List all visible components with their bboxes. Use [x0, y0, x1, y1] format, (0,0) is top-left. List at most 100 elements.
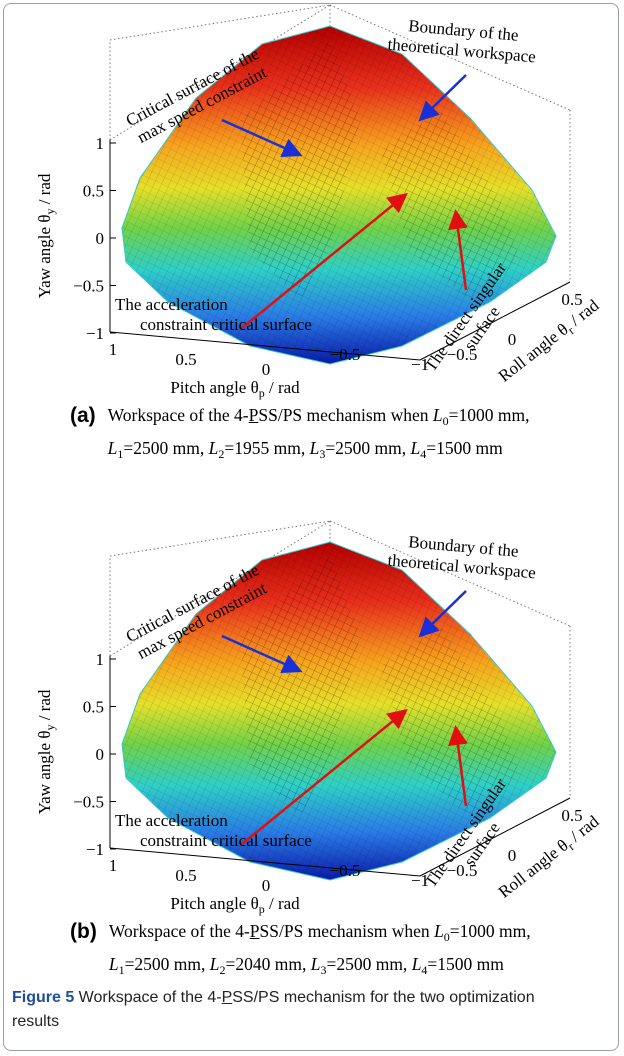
caption-segment: L — [209, 954, 220, 974]
pitch-axis-label: Pitch angle θp / rad — [170, 894, 300, 916]
caption-segment: 2 — [218, 447, 225, 461]
roll-axis-label-part: r — [565, 840, 577, 853]
box-edge — [109, 4, 331, 141]
pitch-tick-label: 0.5 — [175, 866, 196, 885]
caption-segment: L — [434, 921, 444, 941]
box-edge — [109, 520, 331, 557]
pitch-axis-label-part: Pitch angle θ — [170, 894, 258, 913]
caption-segment: P — [249, 921, 260, 941]
pitch-axis-label-part: / rad — [265, 894, 300, 913]
caption-segment: P — [248, 405, 259, 425]
roll-tick-label: 0.5 — [561, 290, 582, 309]
caption-segment: 1 — [118, 963, 125, 977]
yaw-tick-label: −0.5 — [73, 793, 104, 812]
caption-segment: Workspace of the 4- — [108, 921, 250, 941]
arrow — [221, 634, 303, 674]
annotation: constraint critical surface — [140, 315, 312, 334]
roll-tick-label: 0 — [508, 846, 517, 865]
caption-segment: =1955 mm, — [224, 438, 310, 458]
caption-segment: 0 — [442, 414, 449, 428]
pitch-axis-label-part: p — [259, 902, 265, 916]
caption-segment: L — [411, 954, 422, 974]
roll-tick-label: 0 — [508, 330, 517, 349]
yaw-tick-label: 1 — [96, 650, 105, 669]
roll-axis — [419, 797, 571, 877]
yaw-axis-label-part: / rad — [35, 689, 54, 724]
caption-segment: SS/PS mechanism when — [258, 405, 433, 425]
caption-segment: =1500 mm — [427, 954, 504, 974]
caption-segment: L — [432, 405, 443, 425]
yaw-axis-label: Yaw angle θy / rad — [35, 173, 57, 298]
arrow — [241, 708, 408, 845]
caption-segment: 4 — [421, 963, 428, 977]
critical-surface — [240, 40, 360, 300]
caption-segment: =1000 mm, — [449, 921, 531, 941]
caption-segment: 0 — [443, 930, 450, 944]
arrow — [448, 209, 468, 291]
yaw-axis-label-part: Yaw angle θ — [35, 731, 54, 815]
yaw-axis-label-part: y — [43, 725, 57, 731]
yaw-axis-label-part: y — [43, 209, 57, 215]
caption-segment: L — [309, 438, 320, 458]
arrow — [221, 118, 303, 158]
pitch-tick-label: −0.5 — [330, 345, 361, 364]
annotation: The acceleration — [115, 811, 228, 830]
singular-surface — [380, 110, 520, 300]
yaw-tick-label: 0.5 — [83, 698, 104, 717]
singular-surface — [380, 626, 520, 816]
yaw-tick-label: 0 — [96, 745, 105, 764]
roll-axis-label-part: Roll angle θ — [495, 320, 572, 386]
arrow — [241, 192, 408, 329]
yaw-tick-label: −1 — [86, 324, 104, 343]
yaw-axis-label: Yaw angle θy / rad — [35, 689, 57, 814]
panel-caption: (b) Workspace of the 4-PSS/PS mechanism w… — [70, 918, 615, 984]
caption-segment: =1500 mm — [426, 438, 503, 458]
pitch-tick-label: −1 — [411, 355, 429, 374]
box-edge — [109, 520, 331, 657]
pitch-tick-label: −1 — [411, 871, 429, 890]
caption-segment: =2500 mm, — [123, 438, 209, 458]
roll-axis — [419, 281, 571, 361]
yaw-tick-label: 0.5 — [83, 182, 104, 201]
roll-axis-label-part: r — [565, 324, 577, 337]
pitch-axis — [109, 847, 421, 877]
figure-caption: Figure 5 Workspace of the 4-PSS/PS mecha… — [12, 986, 552, 1034]
panel-label: (a) — [70, 404, 96, 427]
caption-segment: 3 — [319, 447, 326, 461]
panel: 1 0.5 0 −0.5 −1 1 0.5 0 −0.5 −1 0.5 0 −0.5 Yaw angle … — [35, 520, 603, 916]
panel-caption: (a) Workspace of the 4-PSS/PS mechanism w… — [70, 402, 615, 468]
arrow — [418, 74, 467, 122]
roll-tick-label: −0.5 — [447, 345, 478, 364]
caption-segment: Figure 5 — [12, 989, 75, 1006]
caption-segment: 1 — [117, 447, 124, 461]
caption-segment: =2500 mm, — [124, 954, 210, 974]
yaw-tick-label: 1 — [96, 134, 105, 153]
panel-caption-text: Workspace of the 4-PSS/PS mechanism when… — [108, 402, 588, 468]
yaw-tick-label: 0 — [96, 229, 105, 248]
yaw-tick-label: −0.5 — [73, 277, 104, 296]
pitch-axis-label-part: p — [259, 386, 265, 400]
caption-segment: L — [208, 438, 219, 458]
pitch-tick-label: 0.5 — [175, 350, 196, 369]
pitch-axis-label-part: / rad — [265, 378, 300, 397]
roll-tick-label: −0.5 — [447, 861, 478, 880]
caption-segment: 2 — [219, 963, 226, 977]
pitch-tick-label: 0 — [262, 360, 271, 379]
roll-tick-label: 0.5 — [561, 806, 582, 825]
caption-segment: Workspace of the 4- — [74, 989, 222, 1006]
caption-segment: =1000 mm, — [448, 405, 530, 425]
annotation: constraint critical surface — [140, 831, 312, 850]
roll-axis-label-part: Roll angle θ — [495, 836, 572, 902]
figure-frame — [3, 3, 619, 1051]
caption-segment: 4 — [420, 447, 427, 461]
caption-segment: SS/PS mechanism when — [259, 921, 435, 941]
pitch-tick-label: 1 — [109, 340, 118, 359]
critical-surface — [240, 556, 360, 816]
yaw-axis-label-part: Yaw angle θ — [35, 215, 54, 299]
pitch-axis-label: Pitch angle θp / rad — [170, 378, 300, 400]
pitch-tick-label: −0.5 — [330, 861, 361, 880]
caption-segment: L — [108, 954, 119, 974]
caption-segment: Workspace of the 4- — [107, 405, 249, 425]
